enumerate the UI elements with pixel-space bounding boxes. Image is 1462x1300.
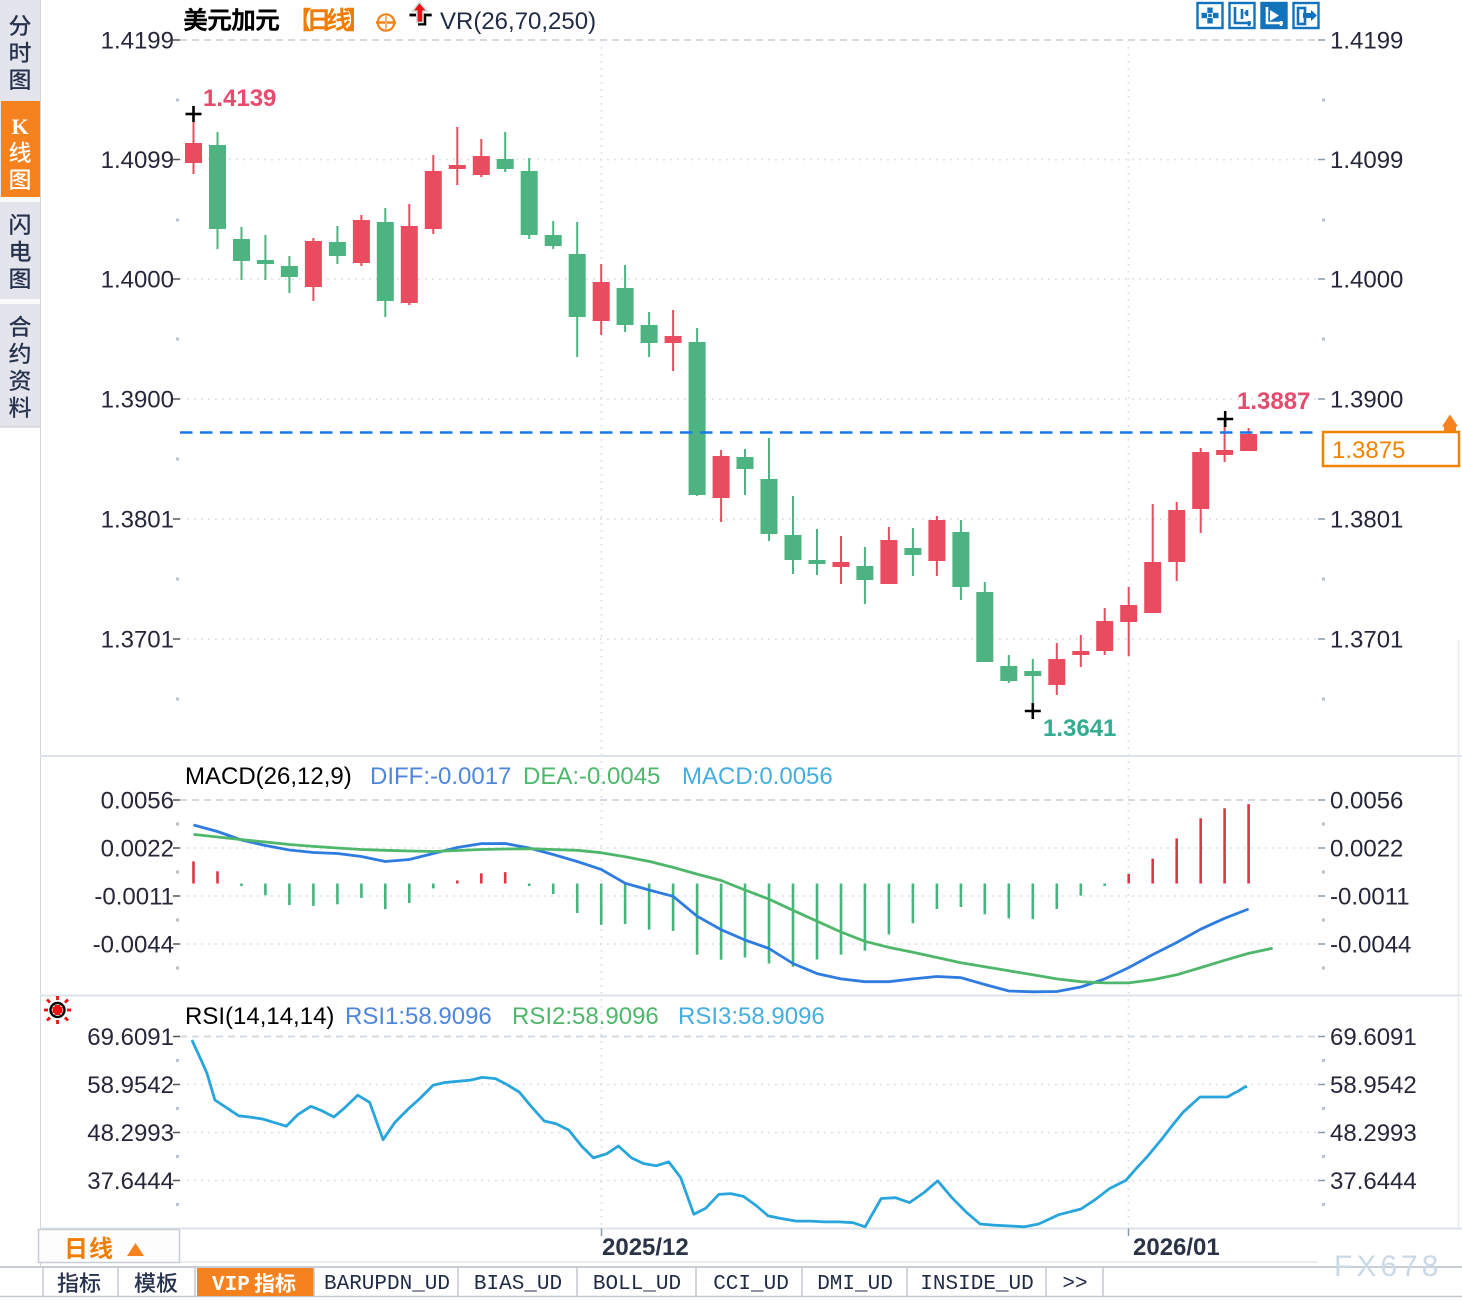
svg-text:48.2993: 48.2993 <box>1330 1120 1417 1147</box>
svg-text:1.4000: 1.4000 <box>101 267 174 294</box>
svg-text:1.3887: 1.3887 <box>1237 388 1310 415</box>
svg-text:69.6091: 69.6091 <box>87 1024 174 1051</box>
svg-text:K: K <box>11 114 28 139</box>
svg-text:0.0056: 0.0056 <box>101 788 174 815</box>
svg-text:1.4099: 1.4099 <box>101 147 174 174</box>
svg-text:VR(26,70,250): VR(26,70,250) <box>440 8 596 35</box>
svg-text:BIAS_UD: BIAS_UD <box>474 1273 562 1296</box>
svg-text:RSI1:58.9096: RSI1:58.9096 <box>345 1003 492 1030</box>
svg-text:>>: >> <box>1062 1273 1087 1296</box>
svg-text:-0.0011: -0.0011 <box>1330 884 1410 911</box>
svg-text:1.3900: 1.3900 <box>1330 387 1403 414</box>
svg-text:0.0022: 0.0022 <box>1330 836 1403 863</box>
svg-text:DEA:-0.0045: DEA:-0.0045 <box>523 763 660 790</box>
svg-text:1.3900: 1.3900 <box>101 387 174 414</box>
svg-text:58.9542: 58.9542 <box>1330 1072 1417 1099</box>
svg-text:BARUPDN_UD: BARUPDN_UD <box>324 1273 450 1296</box>
svg-text:1.3641: 1.3641 <box>1043 715 1116 742</box>
svg-text:37.6444: 37.6444 <box>87 1168 174 1195</box>
svg-text:2025/12: 2025/12 <box>602 1234 689 1261</box>
svg-text:0.0056: 0.0056 <box>1330 788 1403 815</box>
svg-text:FX678: FX678 <box>1334 1250 1442 1283</box>
svg-text:DMI_UD: DMI_UD <box>817 1273 893 1296</box>
svg-text:BOLL_UD: BOLL_UD <box>593 1273 681 1296</box>
svg-text:37.6444: 37.6444 <box>1330 1168 1417 1195</box>
svg-text:-0.0044: -0.0044 <box>1330 932 1411 959</box>
svg-text:69.6091: 69.6091 <box>1330 1024 1417 1051</box>
svg-text:MACD:0.0056: MACD:0.0056 <box>682 763 833 790</box>
svg-text:CCI_UD: CCI_UD <box>713 1273 789 1296</box>
svg-text:1.3701: 1.3701 <box>101 627 174 654</box>
svg-text:48.2993: 48.2993 <box>87 1120 174 1147</box>
svg-text:1.3801: 1.3801 <box>1330 507 1403 534</box>
svg-text:VIP: VIP <box>212 1274 250 1297</box>
svg-text:1.3801: 1.3801 <box>101 507 174 534</box>
svg-text:-0.0044: -0.0044 <box>93 932 174 959</box>
svg-text:1.3875: 1.3875 <box>1332 437 1405 464</box>
svg-text:MACD(26,12,9): MACD(26,12,9) <box>185 763 352 790</box>
svg-text:1.4000: 1.4000 <box>1330 267 1403 294</box>
svg-text:58.9542: 58.9542 <box>87 1072 174 1099</box>
svg-text:RSI3:58.9096: RSI3:58.9096 <box>678 1003 825 1030</box>
svg-text:2026/01: 2026/01 <box>1133 1234 1220 1261</box>
svg-text:INSIDE_UD: INSIDE_UD <box>920 1273 1033 1296</box>
svg-text:0.0022: 0.0022 <box>101 836 174 863</box>
svg-text:1.4199: 1.4199 <box>101 28 174 55</box>
svg-text:-0.0011: -0.0011 <box>94 884 174 911</box>
svg-text:RSI(14,14,14): RSI(14,14,14) <box>185 1003 334 1030</box>
svg-text:1.4099: 1.4099 <box>1330 147 1403 174</box>
svg-text:1.4199: 1.4199 <box>1330 28 1403 55</box>
svg-text:1.3701: 1.3701 <box>1330 627 1403 654</box>
svg-text:RSI2:58.9096: RSI2:58.9096 <box>512 1003 659 1030</box>
svg-text:DIFF:-0.0017: DIFF:-0.0017 <box>370 763 511 790</box>
svg-text:1.4139: 1.4139 <box>203 85 276 112</box>
